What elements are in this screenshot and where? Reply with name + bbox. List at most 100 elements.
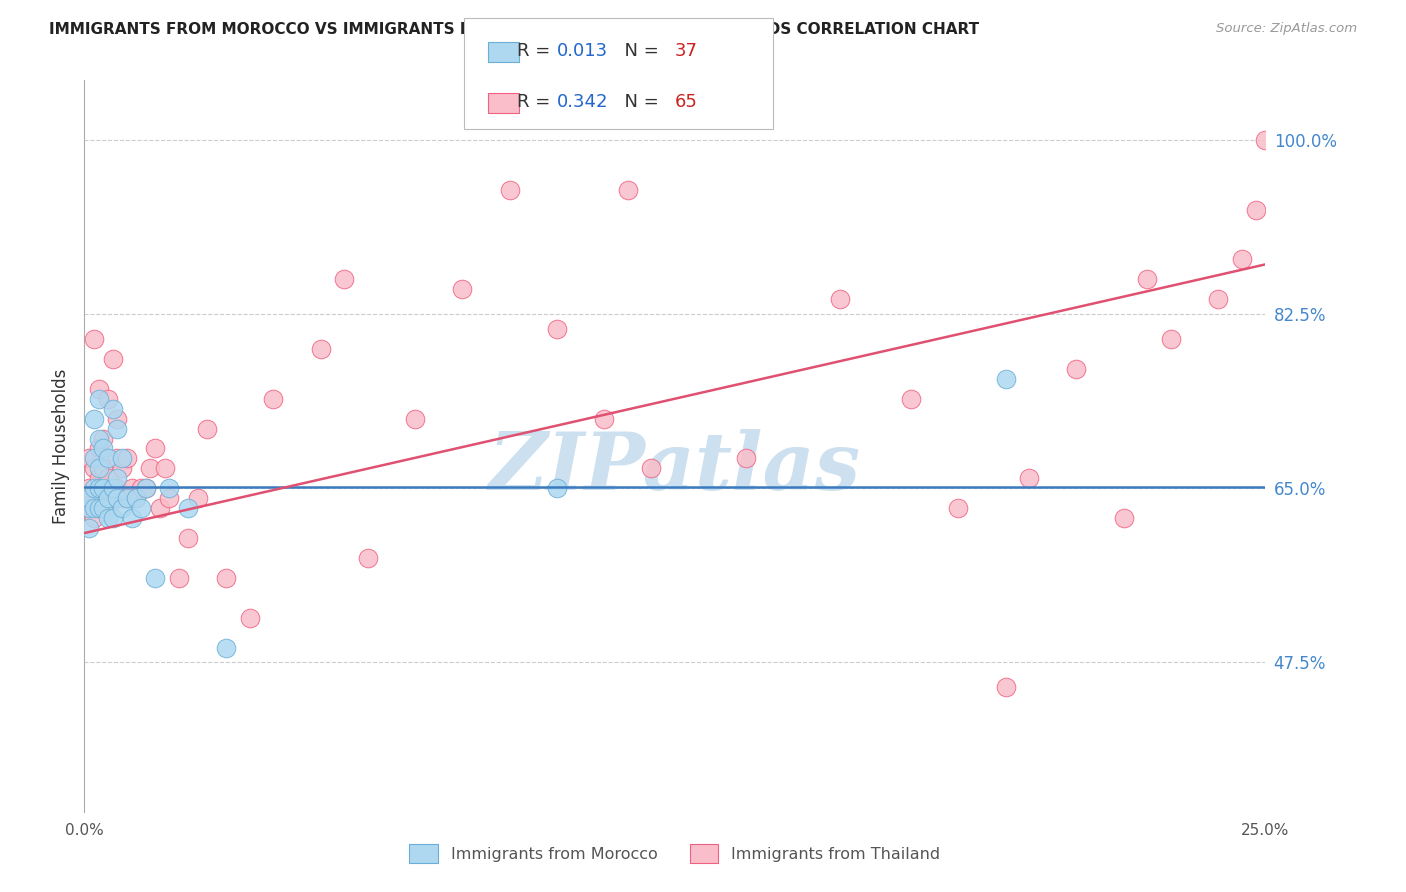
Point [101,511,124,525]
Text: 0.342: 0.342 [557,94,609,112]
Point [215,640,238,655]
Point [1254,133,1277,147]
Point [91,491,114,506]
Text: IMMIGRANTS FROM MOROCCO VS IMMIGRANTS FROM THAILAND FAMILY HOUSEHOLDS CORRELATIO: IMMIGRANTS FROM MOROCCO VS IMMIGRANTS FR… [49,22,980,37]
Point [83,332,105,346]
Point [83,501,105,516]
Point [177,501,200,516]
Point [177,531,200,545]
Point [97,501,120,516]
Point [129,481,152,495]
Point [129,501,152,516]
Point [498,183,520,197]
Point [139,461,162,475]
Point [107,451,129,466]
Point [1112,511,1135,525]
Point [91,461,114,475]
Text: 65: 65 [675,94,697,112]
Point [87,501,110,516]
Point [135,481,157,495]
Point [948,501,970,516]
Point [125,491,148,506]
Point [994,681,1017,695]
Point [101,491,124,506]
Point [87,461,110,475]
Point [97,451,120,466]
Text: N =: N = [613,94,665,112]
Point [1066,362,1088,376]
Point [83,451,105,466]
Point [83,481,105,495]
Point [87,392,110,406]
Point [87,442,110,456]
Point [157,481,180,495]
Point [239,610,262,624]
Point [195,421,218,435]
Point [616,183,638,197]
Point [143,442,166,456]
Point [1160,332,1182,346]
Point [143,571,166,585]
Point [404,411,426,425]
Point [115,491,138,506]
Point [97,491,120,506]
Point [111,451,134,466]
Point [91,442,114,456]
Point [149,501,172,516]
Point [97,471,120,485]
Text: Source: ZipAtlas.com: Source: ZipAtlas.com [1216,22,1357,36]
Text: R =: R = [517,94,557,112]
Point [77,481,100,495]
Point [115,451,138,466]
Point [91,501,114,516]
Point [1230,252,1253,267]
Point [97,511,120,525]
Point [87,501,110,516]
Point [333,272,356,286]
Point [77,491,100,506]
Text: R =: R = [517,42,557,60]
Point [87,471,110,485]
Point [83,461,105,475]
Point [77,501,100,516]
Point [107,491,129,506]
Point [734,451,756,466]
Point [107,421,129,435]
Point [1018,471,1040,485]
Point [121,481,143,495]
Point [1136,272,1159,286]
Point [125,491,148,506]
Text: ZIPatlas: ZIPatlas [489,429,860,507]
Point [111,501,134,516]
Point [111,491,134,506]
Legend: Immigrants from Morocco, Immigrants from Thailand: Immigrants from Morocco, Immigrants from… [404,838,946,870]
Point [167,571,190,585]
Point [546,322,568,336]
Point [153,461,176,475]
Point [83,511,105,525]
Point [107,471,129,485]
Point [87,382,110,396]
Point [262,392,284,406]
Point [1206,292,1229,306]
Point [83,411,105,425]
Point [77,451,100,466]
Point [91,432,114,446]
Point [994,372,1017,386]
Point [830,292,852,306]
Point [77,521,100,535]
Point [357,551,380,566]
Point [77,501,100,516]
Point [593,411,616,425]
Point [135,481,157,495]
Point [309,342,332,356]
Point [1244,202,1267,217]
Point [101,481,124,495]
Point [87,432,110,446]
Point [101,351,124,366]
Text: N =: N = [613,42,665,60]
Point [157,491,180,506]
Point [91,481,114,495]
Point [215,571,238,585]
Point [451,282,474,296]
